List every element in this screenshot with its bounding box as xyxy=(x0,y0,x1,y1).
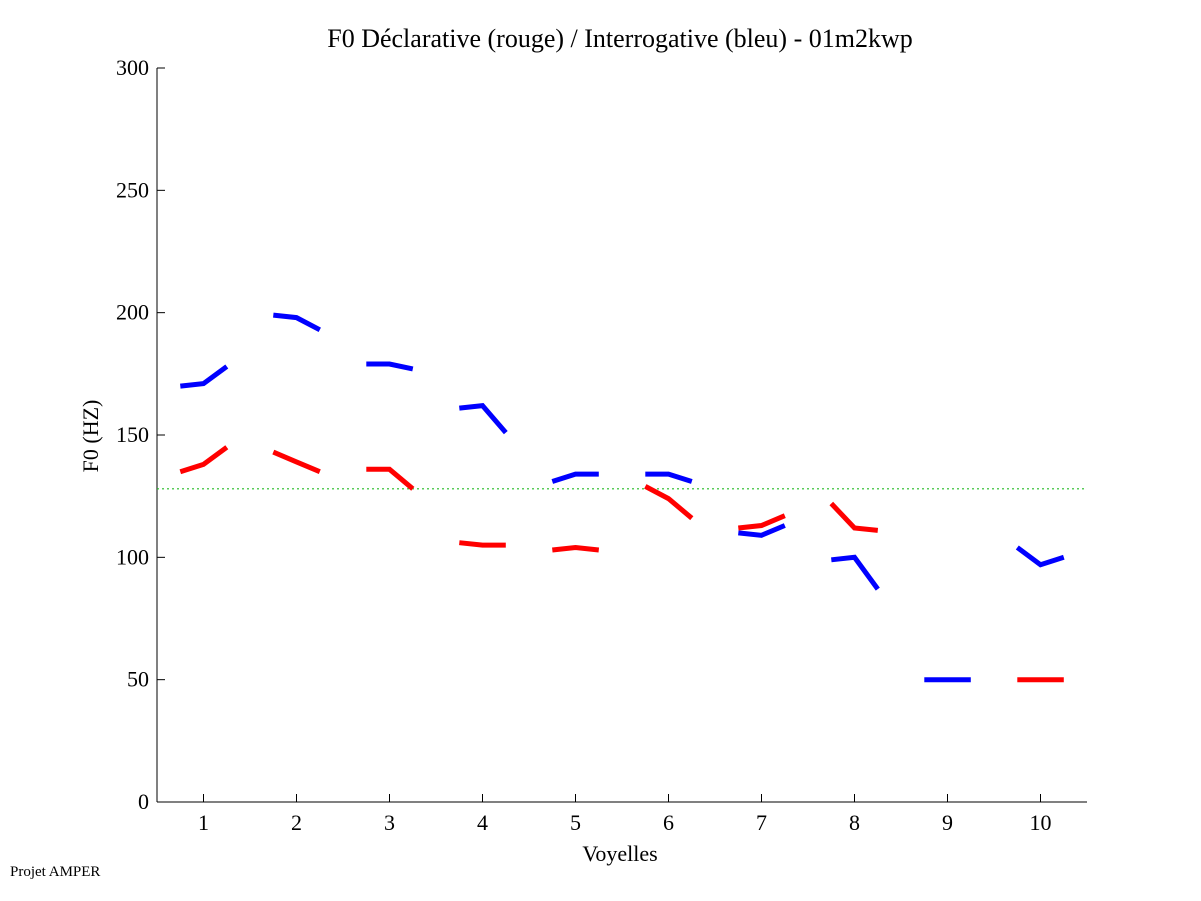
x-tick-label: 6 xyxy=(663,810,674,835)
segment-vowel-8 xyxy=(831,554,880,591)
series-layer xyxy=(179,312,1065,683)
series-red xyxy=(179,445,1064,683)
x-tick-label: 3 xyxy=(384,810,395,835)
segment-vowel-7 xyxy=(738,523,786,538)
segment-vowel-4 xyxy=(459,402,508,435)
segment-vowel-3 xyxy=(366,466,415,491)
segment-vowel-1 xyxy=(180,364,229,389)
segment-vowel-10 xyxy=(1015,545,1065,568)
segment-vowel-1 xyxy=(179,445,229,475)
y-tick-label: 100 xyxy=(116,544,149,569)
segment-vowel-7 xyxy=(738,513,786,531)
footer-credit: Projet AMPER xyxy=(10,864,101,880)
y-tick-label: 200 xyxy=(116,300,149,325)
series-blue xyxy=(180,312,1065,683)
segment-vowel-4 xyxy=(459,540,506,548)
segment-vowel-5 xyxy=(551,471,599,484)
y-tick-label: 250 xyxy=(116,177,149,202)
x-tick-label: 10 xyxy=(1030,810,1052,835)
segment-vowel-8 xyxy=(829,501,879,533)
x-tick-label: 1 xyxy=(198,810,209,835)
y-tick-label: 0 xyxy=(138,789,149,814)
segment-vowel-2 xyxy=(273,312,321,333)
x-axis-label: Voyelles xyxy=(582,841,657,866)
axes: 0 50 100 150 200 250 300 1 2 3 4 5 6 7 8 9 10 xyxy=(116,55,1087,835)
segment-vowel-2 xyxy=(272,449,321,475)
x-tick-label: 5 xyxy=(570,810,581,835)
y-tick-label: 150 xyxy=(116,422,149,447)
segment-vowel-6 xyxy=(645,471,693,484)
x-tick-label: 9 xyxy=(942,810,953,835)
x-tick-label: 2 xyxy=(291,810,302,835)
y-tick-label: 50 xyxy=(127,667,149,692)
segment-vowel-6 xyxy=(644,484,694,521)
x-tick-label: 4 xyxy=(477,810,488,835)
segment-vowel-3 xyxy=(366,361,414,372)
y-axis-label: F0 (HZ) xyxy=(78,400,103,473)
x-tick-label: 7 xyxy=(756,810,767,835)
y-tick-label: 300 xyxy=(116,55,149,80)
chart-title: F0 Déclarative (rouge) / Interrogative (… xyxy=(327,24,913,53)
segment-vowel-5 xyxy=(552,544,600,553)
x-tick-label: 8 xyxy=(849,810,860,835)
